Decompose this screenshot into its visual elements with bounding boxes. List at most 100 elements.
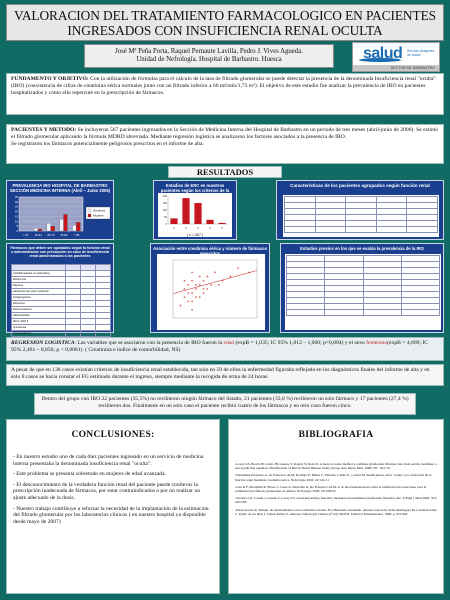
regression-label: REGRESION LOGISTICA [11,340,75,346]
prevalence-figure: PREVALENCIA IRO HOSPITAL DE BARBASTRO SE… [6,180,114,240]
scatter-point [191,279,193,282]
scatter-panel [157,254,265,330]
conclusions-title: CONCLUSIONES: [71,430,155,440]
scatter-point [206,288,209,290]
characteristics-figure: Características de los pacientes agrupad… [276,180,444,240]
conclusion-item: - Este problema se presenta sobretodo en… [13,471,166,478]
regression-text: : Las variables que se asociaron con la … [74,340,224,346]
bar [76,222,81,232]
scatter-point [237,267,239,270]
x-tick-label: 45-64 [35,233,43,237]
conclusion-item: - Nuestro trabajo contribuye a reforzar … [13,505,209,525]
y-tick-label: 0 [16,229,18,233]
scatter-point [202,292,205,295]
regression-text-2: (expB = 1,035; IC 95% 1,012 – 1,060; p=0… [234,340,367,346]
authors: José Mª Peña Porta, Raquel Pernaute Lavi… [115,48,303,55]
conclusions-box: CONCLUSIONES: - En nuestro estudio uno d… [6,419,220,594]
scatter-point [210,283,213,286]
diagnosis-note: A pesar de que en 138 casos existían cri… [6,364,444,386]
methods-text: Se incluyeron 567 pacientes ingresados e… [11,127,439,140]
scatter-point [202,288,205,290]
bibliography-title: BIBLIOGRAFIA [298,430,374,440]
x-tick-label: 75-84 [60,233,68,237]
scatter-point [183,296,186,299]
legend-box [85,206,111,220]
scatter-point [195,296,197,299]
affiliation: Unidad de Nefrología. Hospital de Barbas… [136,56,282,63]
y-tick-label: 30 [15,200,19,204]
bar [46,223,51,232]
regression-var-age: edad [223,340,235,346]
bibliography-ref: -Fernández-Fresnedo G, de Francisco ALM,… [235,473,432,482]
erc-chart: 0 50 100 150 200 1 2 3 4 5 [163,194,228,230]
scatter-point [195,283,197,286]
salud-logo: salud Servicio Aragonés de Salud SECTOR … [352,42,440,72]
bar [72,225,77,232]
scatter-point [183,288,186,290]
scatter-title: Asociación entre creatinina sérica y núm… [153,246,267,256]
trend-line [172,270,258,294]
legend-label: Hombres [93,209,106,213]
bibliography-list: -Levey AS, Bosch JP, Lewis JB, Greene T,… [229,462,443,516]
studies-table [285,255,441,316]
bar [50,226,55,232]
results-heading: RESULTADOS [168,166,282,178]
bibliography-ref: -Pérez-García R. Manejo de medicamentos … [235,507,437,516]
y-tick-label: 100 [163,208,168,212]
drug-row: Anticoagulantes [10,330,111,337]
bibliography-ref: -García F, Montañés R, Bover J, Cases A,… [235,484,427,494]
bibliography-ref: -Stevens LA, Coresh J, Greene T, Levey A… [235,496,437,505]
y-tick-label: 35 [15,195,19,199]
erc-caption: ( n = 567 ) [186,233,204,237]
bar [170,218,178,224]
bibliography-box: BIBLIOGRAFIA -Levey AS, Bosch JP, Lewis … [228,419,444,594]
methods-text-2: Se registraron los fármacos potencialmen… [11,140,204,147]
bar [37,228,42,232]
regression-var-sex: femenino [366,340,388,346]
bar [182,198,190,224]
prevalence-title: PREVALENCIA IRO HOSPITAL DE BARBASTRO SE… [9,183,111,193]
authors-box: José Mª Peña Porta, Raquel Pernaute Lavi… [84,44,334,68]
erc-chart-panel: 0 50 100 150 200 1 2 3 4 5 ( n = 567 ) [158,193,232,237]
y-tick-label: 25 [15,205,19,209]
studies-figure: Estudios previos en los que se evalúa la… [280,243,444,333]
scatter-point [187,292,190,295]
bar [59,219,64,232]
scatter-point [198,275,201,278]
legend-swatch [87,208,92,213]
scatter-point [191,271,193,274]
x-tick-label: 5 [221,226,223,230]
objective-label: FUNDAMENTO Y OBJETIVO: [11,76,89,82]
legend-label: Mujeres [93,214,104,218]
erc-figure: Estadios de ERC en nuestros pacientes se… [153,180,237,240]
scatter-point [217,283,220,286]
logo-word: salud [363,45,403,62]
scatter-point [187,300,190,303]
regression-text-3: (expB = 4,669; IC 95% 2,461 – 8,856; p <… [11,340,428,353]
objective-box: FUNDAMENTO Y OBJETIVO: Con la utilizació… [6,73,444,115]
scatter-chart [172,259,258,319]
studies-title: Estudios previos en los que se evalúa la… [300,246,424,251]
x-tick-label: 65-74 [47,233,55,237]
bar [206,219,214,224]
characteristics-table [284,196,438,233]
y-tick-label: 150 [163,201,168,205]
y-tick-label: 200 [163,194,168,198]
scatter-point [206,275,209,278]
x-tick-label: 2 [185,226,187,230]
scatter-point [198,283,201,286]
y-tick-label: 50 [164,215,167,219]
poster-title: VALORACION DEL TRATAMIENTO FARMACOLOGICO… [6,4,444,41]
conclusion-item: - En nuestro estudio uno de cada diez pa… [13,454,204,467]
logo-tagline: Servicio Aragonés de Salud [407,49,435,57]
x-tick-label: > 85 [74,233,80,237]
scatter-point [214,271,216,274]
bar [218,222,226,224]
y-tick-label: 0 [166,222,168,226]
y-tick-label: 5 [16,224,18,228]
x-tick-label: 4 [209,226,211,230]
bar [34,227,39,232]
x-tick-label: < 45 [23,233,29,237]
iro-note: Dentro del grupo con IRO 22 pacientes (3… [34,393,416,415]
plot-area [18,196,84,232]
